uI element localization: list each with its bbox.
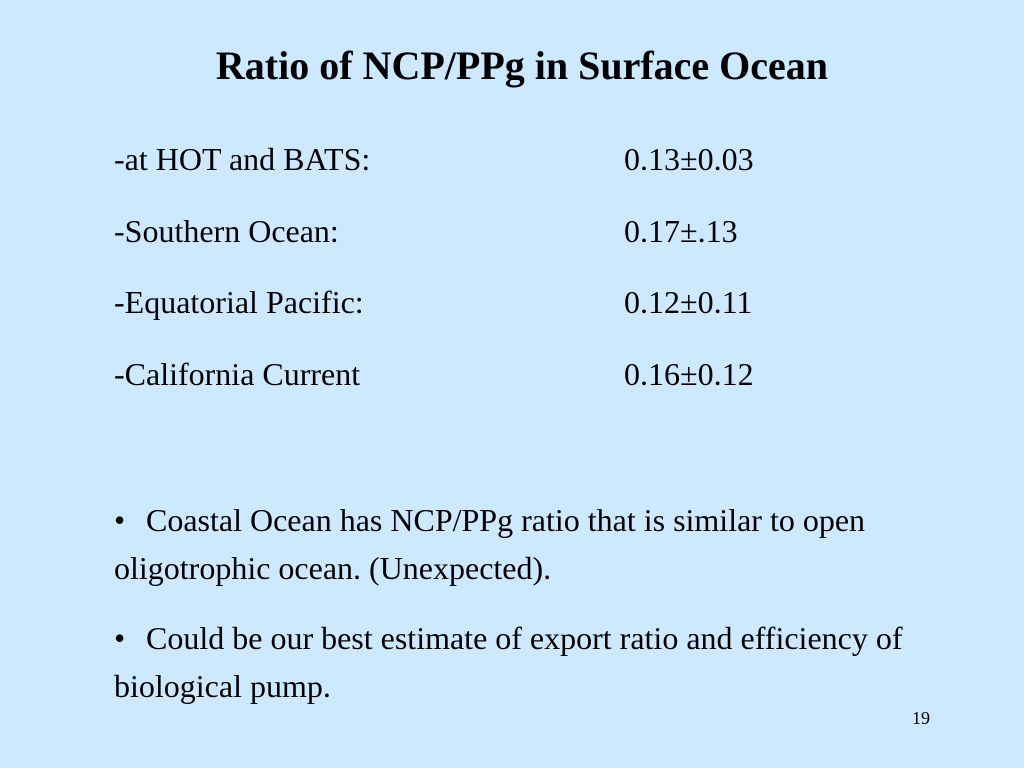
page-number: 19 (912, 708, 930, 728)
bullet-marker: • (114, 620, 126, 656)
bullet-text: Coastal Ocean has NCP/PPg ratio that is … (114, 502, 866, 586)
ratio-value: 0.17±.13 (624, 213, 738, 249)
bullet-text: Could be our best estimate of export rat… (114, 620, 903, 704)
bullet-item-coastal-ocean: • Coastal Ocean has NCP/PPg ratio that is… (114, 496, 924, 592)
slide-title: Ratio of NCP/PPg in Surface Ocean (215, 43, 829, 88)
ratio-row-california-current: -California Current 0.16±0.12 (114, 354, 894, 394)
ratio-value: 0.12±0.11 (624, 284, 753, 320)
ratio-row-equatorial-pacific: -Equatorial Pacific: 0.12±0.11 (114, 282, 894, 322)
region-label: -at HOT and BATS: (114, 141, 371, 177)
region-label: -Equatorial Pacific: (114, 284, 364, 320)
ratio-value: 0.13±0.03 (624, 141, 754, 177)
ratio-value: 0.16±0.12 (624, 356, 754, 392)
ratio-row-southern-ocean: -Southern Ocean: 0.17±.13 (114, 211, 894, 251)
bullet-item-export-ratio: • Could be our best estimate of export ra… (114, 614, 924, 710)
region-label: -California Current (114, 356, 361, 392)
bullet-marker: • (114, 502, 126, 538)
region-label: -Southern Ocean: (114, 213, 339, 249)
ratio-row-hot-bats: -at HOT and BATS: 0.13±0.03 (114, 139, 894, 179)
